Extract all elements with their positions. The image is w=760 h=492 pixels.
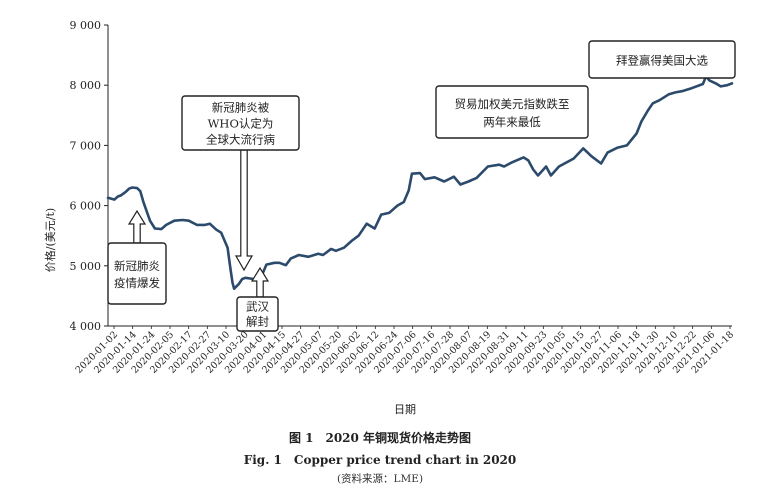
x-axis-label: 日期 — [394, 403, 416, 416]
annotation-box — [236, 296, 279, 332]
annotation-box — [107, 242, 167, 305]
annotation-box — [181, 95, 300, 151]
annotation-text: 新冠肺炎 — [114, 259, 160, 273]
y-axis-label: 价格/(美元/t) — [43, 208, 57, 272]
y-ticks: 4 000 5 000 6 000 7 000 8 000 9 000 — [70, 19, 108, 333]
annotation-5: 拜登赢得美国大选 — [588, 40, 736, 79]
y-tick-label: 4 000 — [70, 320, 102, 333]
y-tick-label: 8 000 — [70, 79, 102, 92]
annotation-box — [435, 85, 589, 139]
annotation-text: 两年来最低 — [483, 115, 541, 129]
annotation-text: WHO认定为 — [208, 116, 274, 130]
annotation-arrow — [250, 266, 270, 298]
annotation-text: 贸易加权美元指数跌至 — [455, 97, 570, 111]
x-ticks: 2020-01-022020-01-142020-01-242020-02-05… — [74, 326, 736, 376]
y-tick-label: 6 000 — [70, 200, 102, 213]
annotation-text: 疫情爆发 — [114, 276, 160, 290]
annotation-text: 全球大流行病 — [206, 132, 275, 146]
y-tick-label: 5 000 — [70, 260, 102, 273]
figure-caption-zh: 图 1 2020 年铜现货价格走势图 — [288, 431, 472, 445]
y-tick-label: 7 000 — [70, 139, 102, 152]
price-line — [106, 74, 734, 290]
annotation-text: 新冠肺炎被 — [212, 100, 270, 114]
figure-caption-en: Fig. 1 Copper price trend chart in 2020 — [243, 453, 517, 467]
y-tick-label: 9 000 — [70, 19, 102, 32]
annotation-box — [588, 40, 736, 79]
series-layer — [106, 74, 734, 290]
copper-price-chart: 4 000 5 000 6 000 7 000 8 000 9 000 2020-01-0… — [43, 19, 736, 416]
annotation-arrow — [127, 209, 147, 244]
annotation-text: 解封 — [246, 315, 269, 329]
annotation-arrow — [234, 149, 254, 272]
annotation-text: 拜登赢得美国大选 — [616, 54, 708, 68]
figure-source: (资料来源：LME) — [336, 473, 424, 485]
annotation-text: 武汉 — [246, 300, 269, 314]
